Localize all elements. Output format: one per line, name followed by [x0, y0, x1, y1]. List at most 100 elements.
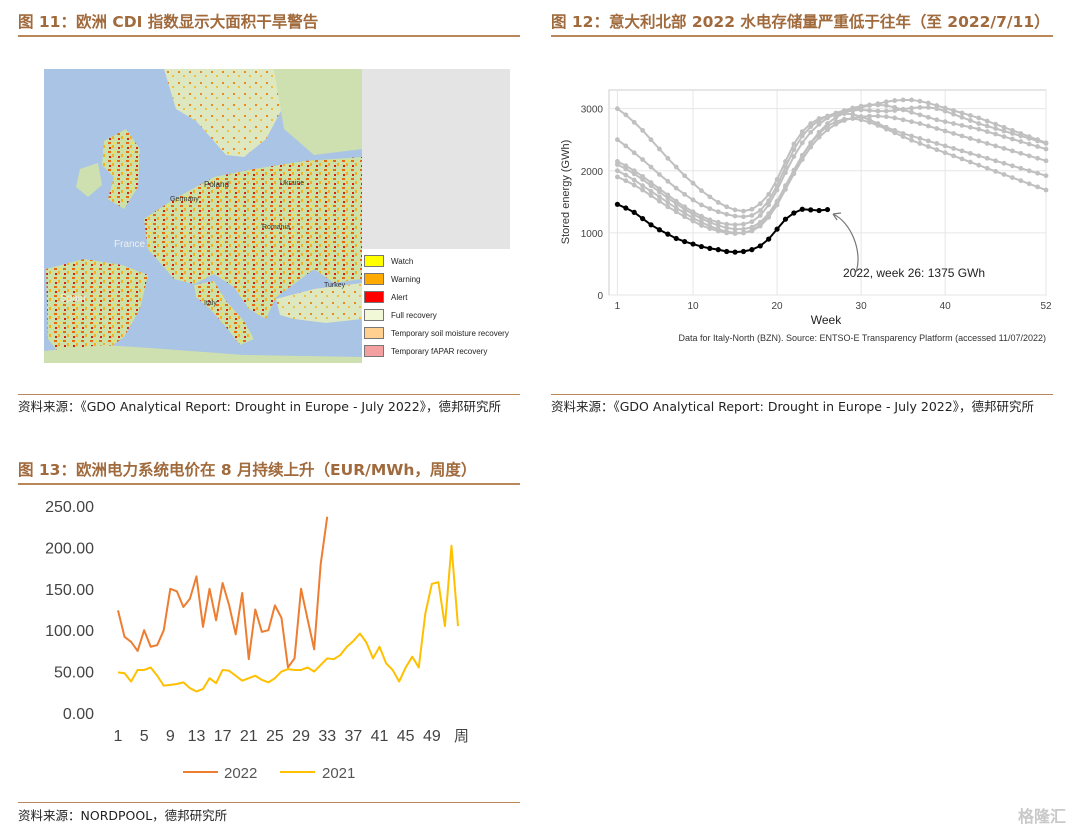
hydro-other-year-point — [900, 97, 906, 103]
hydro-other-year-point — [699, 223, 704, 228]
hydro-other-year-point — [967, 159, 973, 165]
hydro-other-year-point — [783, 170, 788, 176]
hydro-other-year-point — [682, 173, 688, 179]
hydro-other-year-point — [934, 117, 940, 123]
figure-12-title: 图 12：意大利北部 2022 水电存储量严重低于往年（至 2022/7/11） — [551, 13, 1050, 31]
hydro-other-year-point — [757, 213, 763, 218]
hydro-other-year-point — [682, 191, 688, 197]
hydro-other-year-point — [976, 162, 982, 168]
hydro-other-year-line — [616, 117, 1047, 235]
hydro-other-year-point — [690, 180, 696, 186]
hydro-other-year-point — [615, 106, 620, 112]
hydro-other-year-point — [766, 191, 772, 197]
hydro-other-year-point — [648, 188, 654, 194]
hydro-other-year-point — [673, 164, 679, 170]
hydro-other-year-point — [850, 116, 856, 121]
hydro-other-year-point — [640, 183, 646, 189]
hydro-other-year-point — [816, 121, 822, 127]
hydro-other-year-point — [715, 200, 721, 205]
price-xtick-label: 29 — [292, 728, 310, 745]
hydro-other-year-point — [934, 126, 940, 131]
hydro-2022-point — [766, 236, 772, 242]
hydro-other-year-point — [757, 222, 763, 228]
hydro-other-year-point — [942, 128, 948, 134]
hydro-other-year-point — [909, 97, 914, 103]
turkey-land — [276, 283, 362, 323]
hydro-other-year-point — [858, 104, 864, 110]
hydro-other-year-point — [799, 140, 805, 146]
hydro-other-year-point — [631, 150, 637, 156]
price-xtick-label: 37 — [344, 728, 362, 745]
hydro-other-year-point — [925, 144, 931, 149]
figure-12-source: 资料来源：《GDO Analytical Report: Drought in … — [551, 399, 1034, 414]
hydro-other-year-point — [724, 211, 730, 217]
hydro-ytick-label: 1000 — [581, 229, 604, 240]
map-label-spain: Spain — [60, 293, 86, 304]
price-xtick-label: 17 — [214, 728, 232, 745]
price-xtick-label: 9 — [166, 728, 175, 745]
hydro-other-year-point — [892, 98, 898, 103]
hydro-other-year-point — [623, 112, 629, 118]
hydro-other-year-point — [867, 108, 872, 113]
hydro-ytick-label: 3000 — [581, 105, 604, 116]
hydro-xlabel: Week — [811, 313, 842, 327]
hydro-other-year-point — [942, 119, 948, 125]
hydro-other-year-point — [1026, 168, 1032, 174]
hydro-other-year-point — [615, 174, 620, 180]
hydro-other-year-point — [808, 141, 814, 146]
hydro-other-year-point — [976, 126, 982, 132]
north-africa-land — [44, 345, 362, 363]
hydro-other-year-point — [951, 121, 956, 126]
hydro-other-year-point — [732, 222, 738, 228]
hydro-other-year-point — [757, 201, 763, 207]
hydro-other-year-point — [657, 189, 662, 195]
hydro-other-year-point — [791, 147, 797, 153]
hydro-other-year-point — [1035, 170, 1040, 176]
hydro-2022-point — [808, 207, 814, 213]
hydro-other-year-point — [673, 205, 679, 211]
hydro-ytick-label: 0 — [597, 291, 603, 302]
hydro-other-year-point — [623, 143, 629, 149]
hydro-2022-point — [614, 201, 621, 207]
hydro-other-year-point — [673, 185, 679, 191]
hydro-other-year-point — [875, 101, 881, 107]
hydro-other-year-point — [892, 108, 898, 113]
hydro-other-year-point — [951, 145, 956, 151]
hydro-other-year-point — [867, 119, 872, 125]
hydro-other-year-point — [833, 114, 839, 120]
hydro-2022-point — [656, 227, 663, 233]
hydro-other-year-point — [1018, 165, 1024, 171]
figure-13-title-rule — [18, 483, 520, 485]
hydro-other-year-point — [741, 208, 746, 214]
hydro-other-year-point — [657, 194, 662, 200]
hydro-other-year-point — [875, 108, 881, 114]
hydro-2022-point — [799, 206, 805, 212]
hydro-other-year-point — [1009, 175, 1015, 180]
legend-swatch-full-recovery — [364, 309, 384, 321]
legend-swatch-alert — [364, 291, 384, 303]
figure-13-title: 图 13：欧洲电力系统电价在 8 月持续上升（EUR/MWh，周度） — [18, 461, 477, 479]
hydro-2022-point — [707, 245, 713, 252]
hydro-other-year-point — [925, 123, 931, 129]
figure-11-title: 图 11：欧洲 CDI 指数显示大面积干旱警告 — [18, 13, 319, 31]
hydro-other-year-point — [623, 166, 629, 172]
hydro-other-year-point — [791, 141, 797, 147]
hydro-other-year-point — [690, 211, 696, 217]
price-ytick-label: 100.00 — [45, 623, 94, 640]
hydro-other-year-point — [715, 228, 721, 234]
hydro-other-year-point — [984, 165, 990, 171]
hydro-other-year-point — [749, 213, 755, 218]
price-ytick-label: 50.00 — [54, 665, 94, 682]
map-label-germany: Germany — [170, 196, 199, 203]
hydro-other-year-point — [1018, 150, 1024, 156]
hydro-other-year-point — [631, 119, 637, 125]
hydro-other-year-point — [799, 153, 805, 159]
hydro-other-year-point — [715, 209, 721, 215]
legend-swatch-warning — [364, 273, 384, 285]
hydro-other-year-point — [976, 138, 982, 144]
hydro-other-year-point — [825, 123, 830, 129]
hydro-other-year-point — [909, 137, 914, 143]
hydro-other-year-point — [707, 206, 713, 212]
hydro-other-year-point — [699, 202, 704, 208]
hydro-other-year-point — [724, 221, 730, 227]
